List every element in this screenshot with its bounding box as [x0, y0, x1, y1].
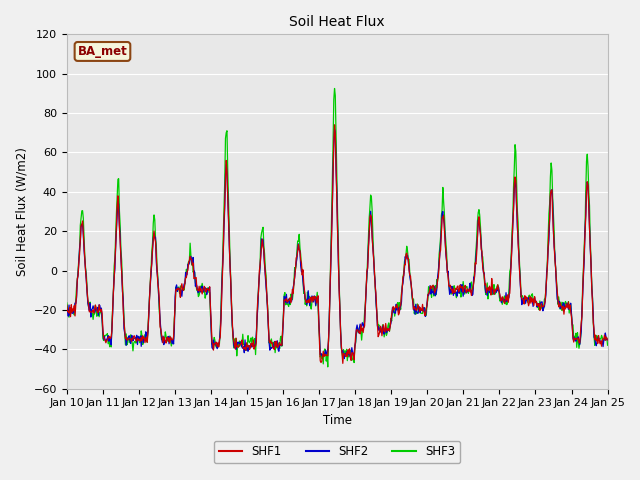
Text: BA_met: BA_met	[77, 45, 127, 58]
Title: Soil Heat Flux: Soil Heat Flux	[289, 15, 385, 29]
Y-axis label: Soil Heat Flux (W/m2): Soil Heat Flux (W/m2)	[15, 147, 28, 276]
Legend: SHF1, SHF2, SHF3: SHF1, SHF2, SHF3	[214, 441, 460, 463]
X-axis label: Time: Time	[323, 414, 351, 427]
